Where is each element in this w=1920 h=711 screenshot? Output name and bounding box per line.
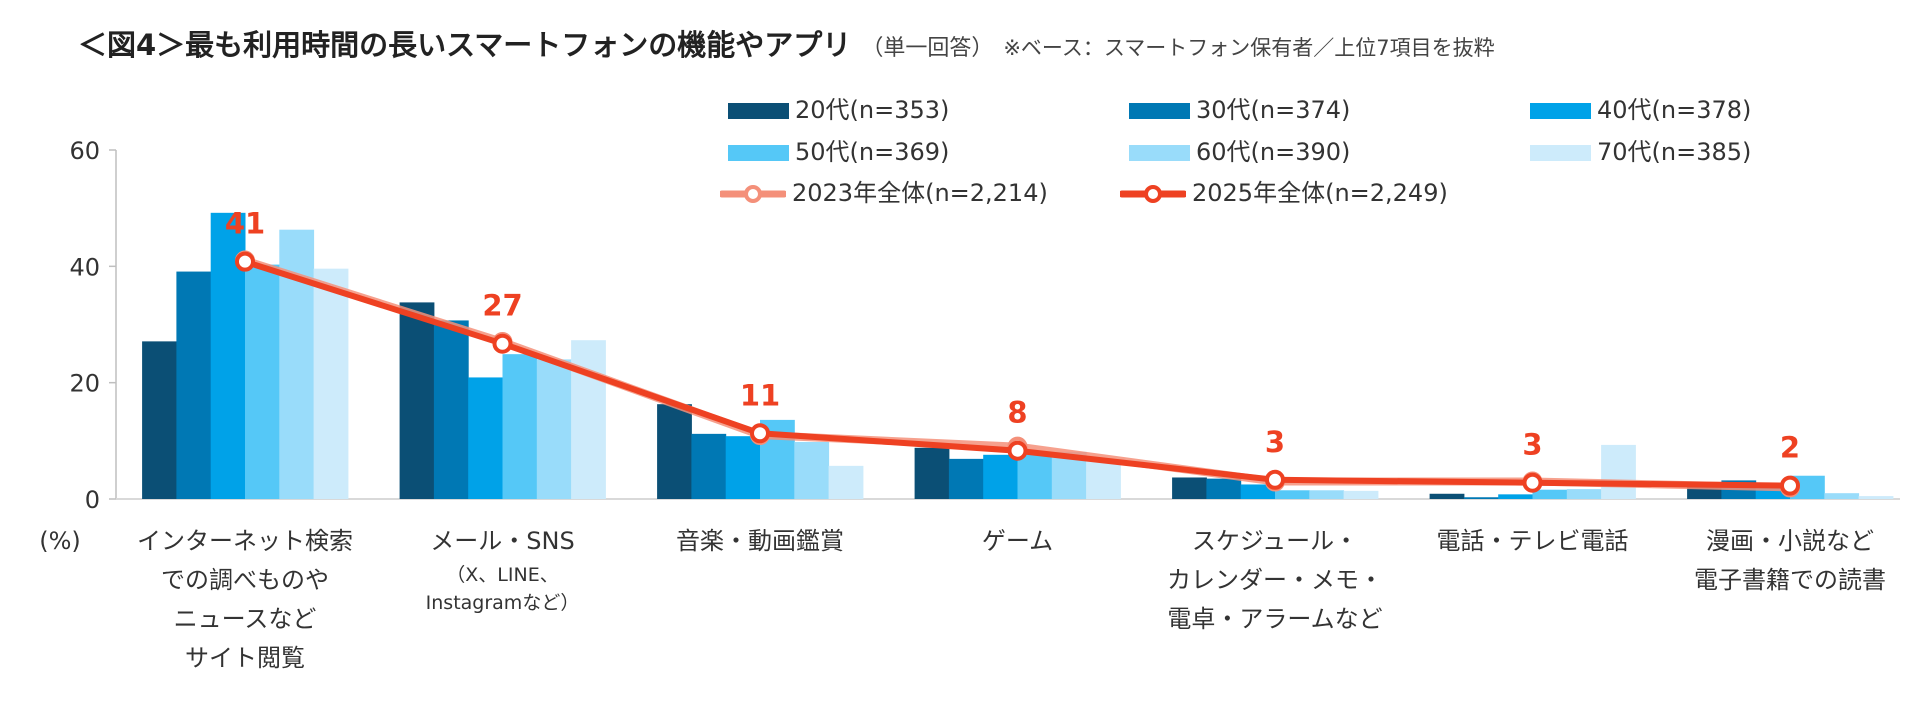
- legend-line-marker: [718, 185, 788, 203]
- bar: [914, 447, 950, 499]
- category-label: メール・SNS: [430, 527, 575, 555]
- bar: [536, 359, 572, 499]
- data-label: 11: [740, 378, 780, 412]
- legend-label: 30代(n=374): [1196, 96, 1351, 124]
- bar: [313, 268, 349, 499]
- category-label: 電話・テレビ電話: [1436, 527, 1629, 555]
- legend-swatch: [1129, 103, 1190, 119]
- bar: [1498, 494, 1533, 499]
- bar: [1172, 477, 1207, 499]
- legend-swatch: [1530, 103, 1591, 119]
- x-tick-label: 電話・テレビ電話: [1408, 522, 1658, 561]
- bar: [1858, 496, 1894, 499]
- bar: [1309, 490, 1345, 499]
- y-axis-unit: (%): [39, 527, 81, 555]
- title-note: ※ベース：スマートフォン保有者／上位7項目を抜粋: [1003, 36, 1495, 60]
- y-tick-label: 20: [69, 370, 100, 398]
- category-label: ゲーム: [981, 527, 1054, 555]
- data-label: 3: [1522, 428, 1542, 462]
- y-tick-label: 40: [69, 253, 100, 281]
- bar: [1275, 490, 1310, 499]
- legend-swatch: [1530, 145, 1591, 161]
- bar: [245, 264, 280, 499]
- bar: [828, 465, 864, 499]
- line-marker: [492, 333, 513, 354]
- chart-title: ＜図4＞最も利用時間の長いスマートフォンの機能やアプリ （単一回答） ※ベース：スマ…: [78, 22, 1495, 64]
- bar: [1463, 497, 1499, 499]
- bar: [1566, 489, 1602, 499]
- legend-label: 20代(n=353): [795, 96, 950, 124]
- legend-label: 2023年全体(n=2,214): [792, 179, 1048, 207]
- data-label: 2: [1780, 431, 1800, 465]
- bar: [1086, 459, 1121, 499]
- legend-swatch: [728, 145, 789, 161]
- bar: [142, 341, 177, 499]
- bar: [571, 340, 606, 499]
- bar: [1017, 452, 1053, 499]
- bar: [1343, 490, 1379, 499]
- legend-item: 70代(n=385): [1530, 137, 1751, 167]
- bar: [399, 302, 435, 499]
- line-marker: [1522, 472, 1543, 493]
- legend-swatch: [1129, 145, 1190, 161]
- bar: [468, 377, 503, 499]
- x-tick-label: ゲーム: [893, 522, 1143, 561]
- data-label: 27: [482, 289, 522, 323]
- bar: [1240, 484, 1276, 499]
- bar: [1824, 493, 1860, 499]
- bar: [691, 433, 727, 499]
- y-tick-label: 60: [69, 137, 100, 165]
- bar: [1755, 487, 1791, 499]
- bar: [502, 354, 538, 499]
- bar: [725, 436, 761, 499]
- data-label: 3: [1265, 425, 1285, 459]
- line-marker: [235, 251, 255, 272]
- bar: [1429, 493, 1465, 499]
- legend-label: 60代(n=390): [1196, 138, 1351, 166]
- x-tick-label: 漫画・小説など 電子書籍での読書: [1665, 522, 1915, 600]
- legend-label: 70代(n=385): [1597, 138, 1752, 166]
- line-marker: [750, 423, 770, 444]
- bar: [1601, 444, 1636, 499]
- legend-label: 40代(n=378): [1597, 96, 1752, 124]
- bar: [794, 441, 830, 499]
- title-sub: （単一回答）: [861, 36, 994, 61]
- legend-item: 40代(n=378): [1530, 95, 1751, 125]
- category-label: 音楽・動画鑑賞: [676, 527, 844, 555]
- legend-item: 2025年全体(n=2,249): [1118, 178, 1448, 208]
- legend-item: 30代(n=374): [1129, 95, 1350, 125]
- line-marker: [1265, 469, 1285, 490]
- x-tick-label: 音楽・動画鑑賞: [635, 522, 885, 561]
- bar: [176, 271, 212, 499]
- category-label: 漫画・小説など 電子書籍での読書: [1694, 527, 1886, 594]
- line-marker: [1780, 475, 1800, 496]
- x-tick-label: スケジュール・ カレンダー・メモ・ 電卓・アラームなど: [1150, 522, 1400, 639]
- legend-label: 50代(n=369): [795, 138, 950, 166]
- y-tick-label: 0: [85, 486, 100, 514]
- bar: [983, 454, 1018, 499]
- title-main: ＜図4＞最も利用時間の長いスマートフォンの機能やアプリ: [78, 28, 852, 62]
- x-tick-label: メール・SNS （X、LINE、 Instagramなど）: [378, 522, 628, 617]
- legend-line-marker: [1118, 185, 1188, 203]
- legend-item: 50代(n=369): [728, 137, 949, 167]
- category-label: インターネット検索 での調べものや ニュースなど サイト閲覧: [137, 527, 353, 672]
- bar: [1532, 489, 1568, 499]
- legend-swatch: [728, 103, 789, 119]
- legend-item: 20代(n=353): [728, 95, 949, 125]
- bar: [1206, 478, 1242, 499]
- bar: [657, 404, 692, 499]
- data-label: 41: [225, 207, 265, 241]
- category-label: スケジュール・ カレンダー・メモ・ 電卓・アラームなど: [1167, 527, 1383, 633]
- bar: [433, 320, 469, 499]
- legend-item: 60代(n=390): [1129, 137, 1350, 167]
- x-tick-label: インターネット検索 での調べものや ニュースなど サイト閲覧: [120, 522, 370, 678]
- legend-label: 2025年全体(n=2,249): [1192, 179, 1448, 207]
- category-sublabel: （X、LINE、 Instagramなど）: [425, 564, 580, 614]
- data-label: 8: [1007, 396, 1027, 430]
- legend-item: 2023年全体(n=2,214): [718, 178, 1048, 208]
- line-marker: [1007, 440, 1028, 461]
- bar: [948, 458, 984, 499]
